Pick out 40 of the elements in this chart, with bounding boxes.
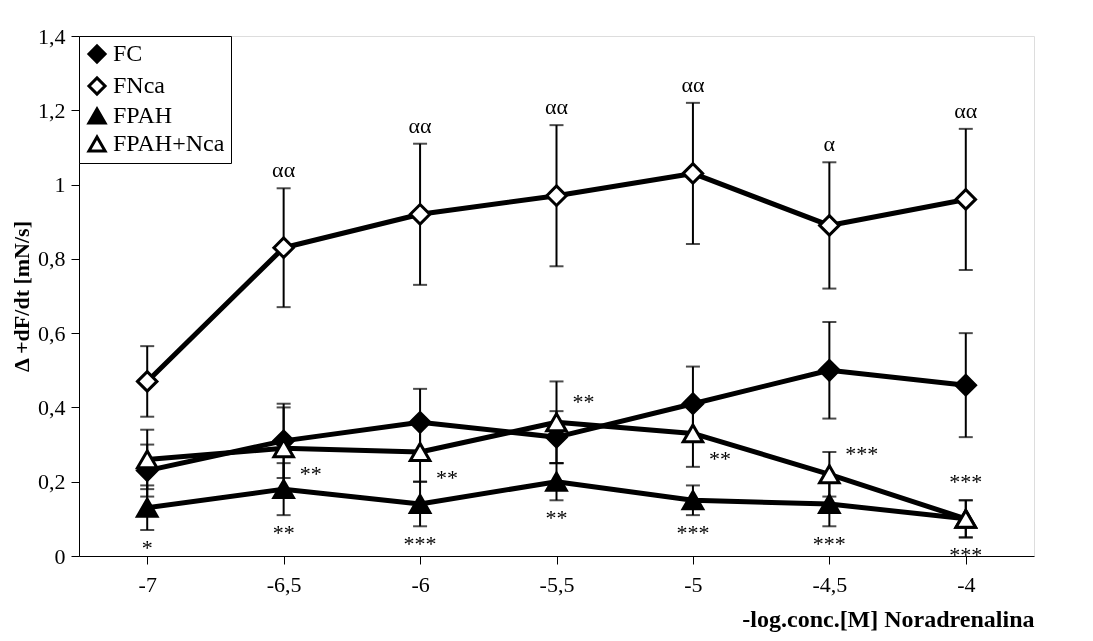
annotation: ** [572,389,595,415]
x-tick-label: -4,5 [812,571,848,597]
y-tick-label: 1 [54,172,66,198]
legend-label: FC [113,40,143,66]
annotation: *** [845,441,879,467]
y-tick-label: 1,4 [38,23,66,49]
y-axis-title: Δ +dF/dt [mN/s] [9,220,34,373]
annotation: ** [272,520,295,546]
x-axis-title: -log.conc.[M] Noradrenalina [742,605,1035,632]
y-tick-label: 0,8 [38,246,66,272]
x-tick-label: -6,5 [266,571,302,597]
annotation: ** [436,465,459,490]
annotation: αα [681,71,705,97]
legend-label: FNca [113,72,166,98]
annotation: ** [299,461,322,487]
annotation: αα [272,157,296,183]
annotation: *** [676,520,710,546]
y-tick-label: 0 [54,543,66,569]
y-tick-label: 1,2 [38,97,66,123]
x-tick-label: -5,5 [539,571,575,597]
annotation: αα [544,94,569,120]
annotation: * [141,535,153,560]
annotation: *** [812,531,846,557]
annotation: *** [949,469,983,495]
y-tick-label: 0,4 [38,394,66,420]
annotation: α [823,131,836,157]
annotation: *** [403,531,437,557]
legend-label: FPAH [113,102,173,128]
legend-label: FPAH+Nca [113,130,225,156]
x-tick-label: -5 [684,571,703,597]
annotation: ** [545,505,568,531]
x-tick-label: -6 [411,571,430,597]
y-tick-label: 0,2 [38,469,66,495]
x-tick-label: -7 [138,571,157,597]
annotation: αα [408,112,433,138]
annotation: ** [708,446,731,472]
x-tick-label: -4 [957,571,976,597]
annotation: αα [954,97,978,123]
y-tick-label: 0,6 [38,320,66,346]
annotation: *** [949,542,983,568]
